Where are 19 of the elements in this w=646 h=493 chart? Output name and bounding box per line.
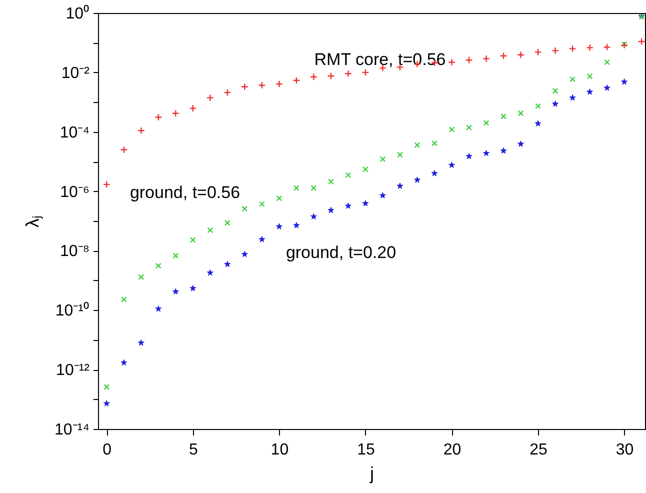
y-tick-label: 10⁻¹⁴ (54, 422, 90, 438)
x-tick-label: 0 (102, 442, 112, 458)
x-tick-label: 25 (530, 442, 548, 458)
y-tick-label: 10⁻¹² (56, 362, 90, 380)
annotation: ground, t=0.56 (130, 183, 240, 202)
y-axis-title: λⱼ (22, 216, 44, 228)
y-tick-label: 10⁻¹⁰ (55, 302, 90, 320)
y-tick-label: 10⁰ (66, 4, 90, 22)
x-tick-label: 5 (188, 442, 198, 458)
x-axis-title: j (369, 464, 374, 484)
annotation: ground, t=0.20 (286, 243, 396, 262)
y-tick-label: 10⁻² (61, 64, 90, 82)
x-tick-label: 20 (443, 442, 462, 458)
y-tick-label: 10⁻⁸ (60, 243, 90, 260)
x-tick-label: 30 (616, 442, 634, 458)
x-tick-label: 10 (270, 442, 289, 458)
y-tick-label: 10⁻⁴ (60, 124, 90, 142)
x-tick-label: 15 (357, 442, 375, 458)
y-tick-label: 10⁻⁶ (60, 184, 90, 201)
